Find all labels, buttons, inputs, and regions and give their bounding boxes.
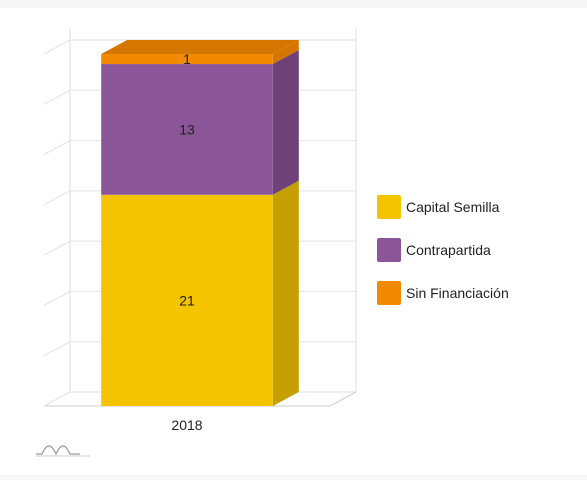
watermark-icon (36, 445, 90, 457)
legend-swatch (377, 238, 401, 262)
bar-front-face (101, 64, 273, 195)
x-axis-ticks: 2018 (171, 417, 202, 433)
bars: 21 13 1 (101, 40, 299, 406)
legend-label: Sin Financiación (406, 285, 509, 301)
bar-top-face (101, 40, 299, 54)
chart-card: 21 13 1 2018 Capital Semilla Contrapartida S… (0, 8, 587, 475)
bar-segment-contrapartida[interactable]: 13 (101, 50, 299, 195)
legend-item[interactable]: Sin Financiación (377, 281, 509, 305)
legend: Capital Semilla Contrapartida Sin Financia… (377, 195, 509, 324)
floor-right-edge (329, 391, 357, 407)
bar-front-face (101, 54, 273, 65)
legend-item[interactable]: Contrapartida (377, 238, 509, 262)
legend-item[interactable]: Capital Semilla (377, 195, 509, 219)
x-tick-label: 2018 (171, 417, 202, 433)
bar-segment-capital-semilla[interactable]: 21 (101, 180, 299, 406)
bar-side-face (272, 40, 299, 65)
data-label: 21 (179, 292, 195, 308)
bar-segment-sin-financiación[interactable]: 1 (101, 40, 299, 67)
stacked-3d-bar-chart: 21 13 1 2018 (36, 28, 357, 457)
legend-swatch (377, 281, 401, 305)
bar-side-face (272, 50, 299, 195)
data-label: 1 (183, 51, 191, 67)
bar-front-face (101, 194, 273, 406)
legend-swatch (377, 195, 401, 219)
bar-side-face (272, 180, 299, 406)
data-label: 13 (179, 121, 195, 137)
legend-label: Contrapartida (406, 242, 491, 258)
legend-label: Capital Semilla (406, 199, 500, 215)
